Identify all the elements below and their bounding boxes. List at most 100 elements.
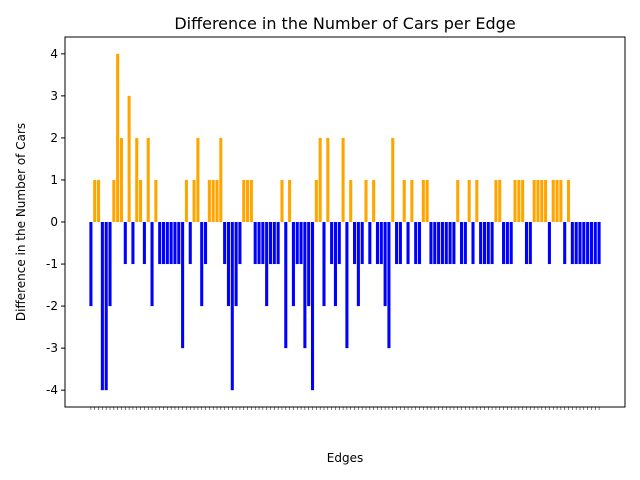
bar [226, 222, 230, 307]
bar [314, 179, 318, 222]
bar [135, 137, 139, 222]
bar [433, 222, 437, 265]
bar [192, 179, 196, 222]
bar [268, 222, 273, 265]
bar [184, 179, 188, 222]
bar [177, 222, 181, 265]
bar [318, 137, 322, 222]
bar [540, 179, 544, 222]
bar [257, 222, 261, 265]
bar [207, 179, 211, 222]
bar [93, 179, 97, 222]
bar [223, 222, 227, 265]
y-tick-label: -3 [46, 341, 58, 355]
bar [402, 179, 406, 222]
bar [310, 222, 315, 391]
bar [364, 179, 368, 222]
bar [112, 179, 116, 222]
bar [406, 222, 410, 265]
bar [345, 222, 349, 349]
bar [150, 222, 154, 307]
bar [253, 222, 257, 265]
bar [456, 179, 460, 222]
bar [360, 222, 364, 265]
bar [108, 222, 112, 307]
bar [555, 179, 559, 222]
bar [375, 222, 380, 265]
bar [463, 222, 467, 265]
plot-frame [64, 36, 626, 408]
bar [303, 222, 307, 349]
bar [265, 222, 269, 307]
bar [353, 222, 357, 265]
bar [215, 179, 219, 222]
y-axis-label: Difference in the Number of Cars [14, 123, 28, 321]
bars-group [89, 53, 601, 391]
bar [502, 222, 506, 265]
y-tick-label: -4 [46, 383, 58, 397]
bar [414, 222, 418, 265]
bar [246, 179, 250, 222]
bar [242, 179, 246, 222]
bar [211, 179, 215, 222]
bar [158, 222, 162, 265]
bar [410, 179, 414, 222]
bar [200, 222, 204, 307]
bar [578, 222, 582, 265]
y-tick-label: -2 [46, 299, 58, 313]
bar [528, 222, 532, 265]
y-tick-label: 3 [50, 89, 58, 103]
bar [349, 179, 353, 222]
bar [333, 222, 337, 307]
y-tick-label: 4 [50, 47, 58, 61]
bar [467, 179, 471, 222]
bar [563, 222, 567, 265]
bar [165, 222, 169, 265]
bar [234, 222, 238, 307]
bar [173, 222, 177, 265]
bar [597, 222, 601, 265]
y-tick-label: -1 [46, 257, 58, 271]
bar [387, 222, 391, 349]
bar [570, 222, 574, 265]
bar [574, 222, 578, 265]
y-tick-label: 2 [50, 131, 58, 145]
bar [471, 222, 475, 265]
y-axis: -4 -3 -2 -1 0 1 2 3 4 [46, 47, 65, 397]
bar [452, 222, 456, 265]
bar [288, 179, 292, 222]
bar [146, 137, 150, 222]
bar [249, 179, 253, 222]
bar [181, 222, 185, 349]
bar [230, 222, 234, 391]
bar [116, 53, 120, 222]
bar [440, 222, 444, 265]
bar [326, 137, 330, 222]
bar [505, 222, 509, 265]
bar [586, 222, 590, 265]
bar [196, 137, 200, 222]
bar [204, 222, 208, 265]
bar [299, 222, 303, 265]
y-tick-label: 0 [50, 215, 58, 229]
bar [395, 222, 399, 265]
bar [391, 137, 395, 222]
bar [379, 222, 383, 265]
bar [482, 222, 486, 265]
bar [417, 222, 422, 265]
bar [524, 222, 529, 265]
bar [337, 222, 341, 265]
bar [566, 179, 571, 222]
bar [475, 179, 479, 222]
bar [169, 222, 173, 265]
bar [97, 179, 101, 222]
bar [429, 222, 433, 265]
bar [284, 222, 288, 349]
bar [486, 222, 490, 265]
bar [291, 222, 295, 307]
bar [322, 222, 326, 307]
bar [437, 222, 441, 265]
bar [582, 222, 586, 265]
bar [295, 222, 299, 265]
